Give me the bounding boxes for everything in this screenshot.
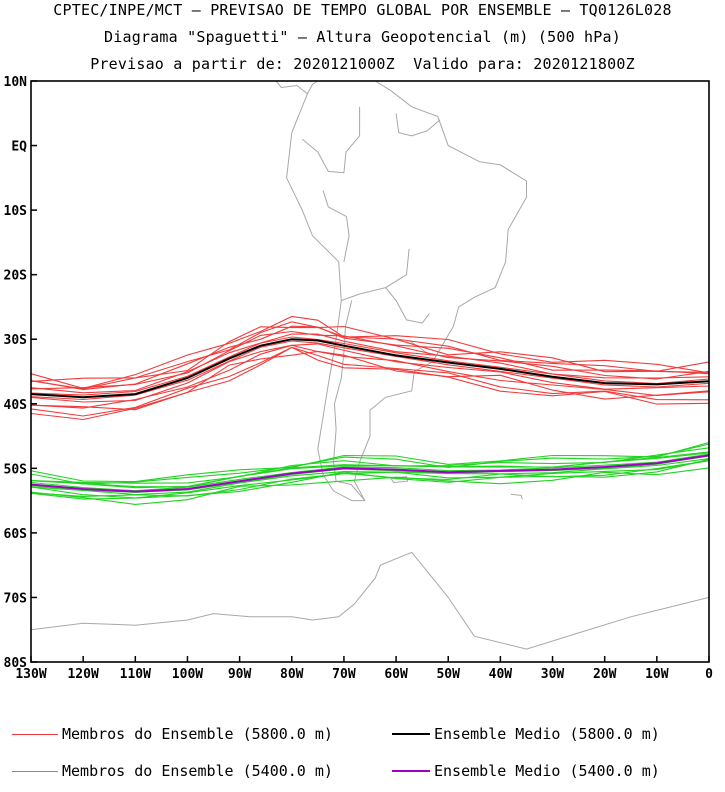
lat-label: 30S (4, 333, 28, 348)
legend-swatch (12, 770, 58, 772)
legend-label: Membros do Ensemble (5800.0 m) (62, 725, 333, 743)
lon-label: 60W (384, 667, 408, 682)
coastline (301, 106, 361, 174)
plot-frame (30, 80, 710, 663)
coastline (286, 81, 527, 502)
legend-label: Ensemble Medio (5800.0 m) (434, 725, 660, 743)
lon-label: 20W (593, 667, 617, 682)
title-line-3: Previsao a partir de: 2020121000Z Valido… (90, 55, 635, 73)
member-5800-line (31, 350, 709, 411)
lat-label: 20S (4, 269, 28, 284)
lat-label: 60S (4, 527, 28, 542)
coastline (411, 551, 709, 650)
member-5800-line (31, 333, 709, 394)
member-5800-line (31, 330, 709, 390)
legend-item: Ensemble Medio (5400.0 m) (392, 762, 660, 780)
lon-label: 110W (120, 667, 151, 682)
legend-swatch (392, 770, 430, 772)
lat-label: 10S (4, 204, 28, 219)
member-5800-line (31, 346, 709, 421)
lon-label: 50W (436, 667, 460, 682)
legend-label: Ensemble Medio (5400.0 m) (434, 762, 660, 780)
lat-label: 80S (4, 656, 28, 671)
member-5400-line (31, 458, 709, 496)
legend-swatch (392, 733, 430, 735)
coastline (275, 81, 308, 95)
coastline (312, 551, 412, 621)
lon-label: 40W (489, 667, 513, 682)
member-5800-line (31, 336, 709, 396)
title-line-1: CPTEC/INPE/MCT — PREVISAO DE TEMPO GLOBA… (53, 1, 672, 19)
title-line-2: Diagrama "Spaguetti" — Altura Geopotenci… (104, 28, 621, 46)
legend-item: Ensemble Medio (5800.0 m) (392, 725, 660, 743)
lon-label: 80W (280, 667, 304, 682)
coastline (385, 287, 430, 324)
member-5800-line (31, 343, 709, 403)
lon-label: 0 (705, 667, 713, 682)
mean-5800-line (31, 338, 709, 399)
member-5800-line (31, 325, 709, 391)
member-5400-line (31, 441, 709, 483)
legend-item: Membros do Ensemble (5400.0 m) (12, 762, 333, 780)
lon-label: 70W (332, 667, 356, 682)
lon-label: 130W (15, 667, 46, 682)
legend-label: Membros do Ensemble (5400.0 m) (62, 762, 333, 780)
member-5400-line (31, 451, 709, 488)
member-5800-line (31, 346, 709, 417)
member-5800-line (31, 321, 709, 390)
member-5400-line (31, 443, 709, 485)
lat-label: 70S (4, 591, 28, 606)
member-5800-line (31, 325, 709, 382)
member-5800-line (31, 344, 709, 409)
coastline (332, 300, 366, 501)
member-5800-line (31, 315, 709, 389)
mean-5400-line (31, 454, 709, 493)
legend-item: Membros do Ensemble (5800.0 m) (12, 725, 333, 743)
longitude-axis: 130W 120W 110W 100W 90W 80W 70W 60W 50W 40W 30W 20W… (15, 656, 713, 682)
coastline (31, 613, 313, 631)
lon-label: 90W (228, 667, 252, 682)
member-5400-line (31, 460, 709, 499)
coastline (322, 190, 350, 262)
lat-label: 40S (4, 398, 28, 413)
member-5400-line (31, 467, 709, 505)
coastline (341, 248, 410, 301)
lat-label: 10N (4, 75, 28, 90)
lon-label: 10W (645, 667, 669, 682)
legend-swatch (12, 733, 58, 735)
coastline (395, 113, 441, 137)
lon-label: 30W (541, 667, 565, 682)
coastline (510, 493, 523, 500)
member-5800-line (31, 340, 709, 401)
lon-label: 100W (172, 667, 203, 682)
lat-label: EQ (11, 140, 27, 155)
member-5400-line (31, 460, 709, 497)
lat-label: 50S (4, 462, 28, 477)
lon-label: 120W (67, 667, 98, 682)
latitude-axis: 10N EQ 10S 20S 30S 40S 50S 60S 70S 80S (4, 75, 37, 671)
contour-lines-layer (31, 315, 709, 505)
member-5400-line (31, 453, 709, 492)
